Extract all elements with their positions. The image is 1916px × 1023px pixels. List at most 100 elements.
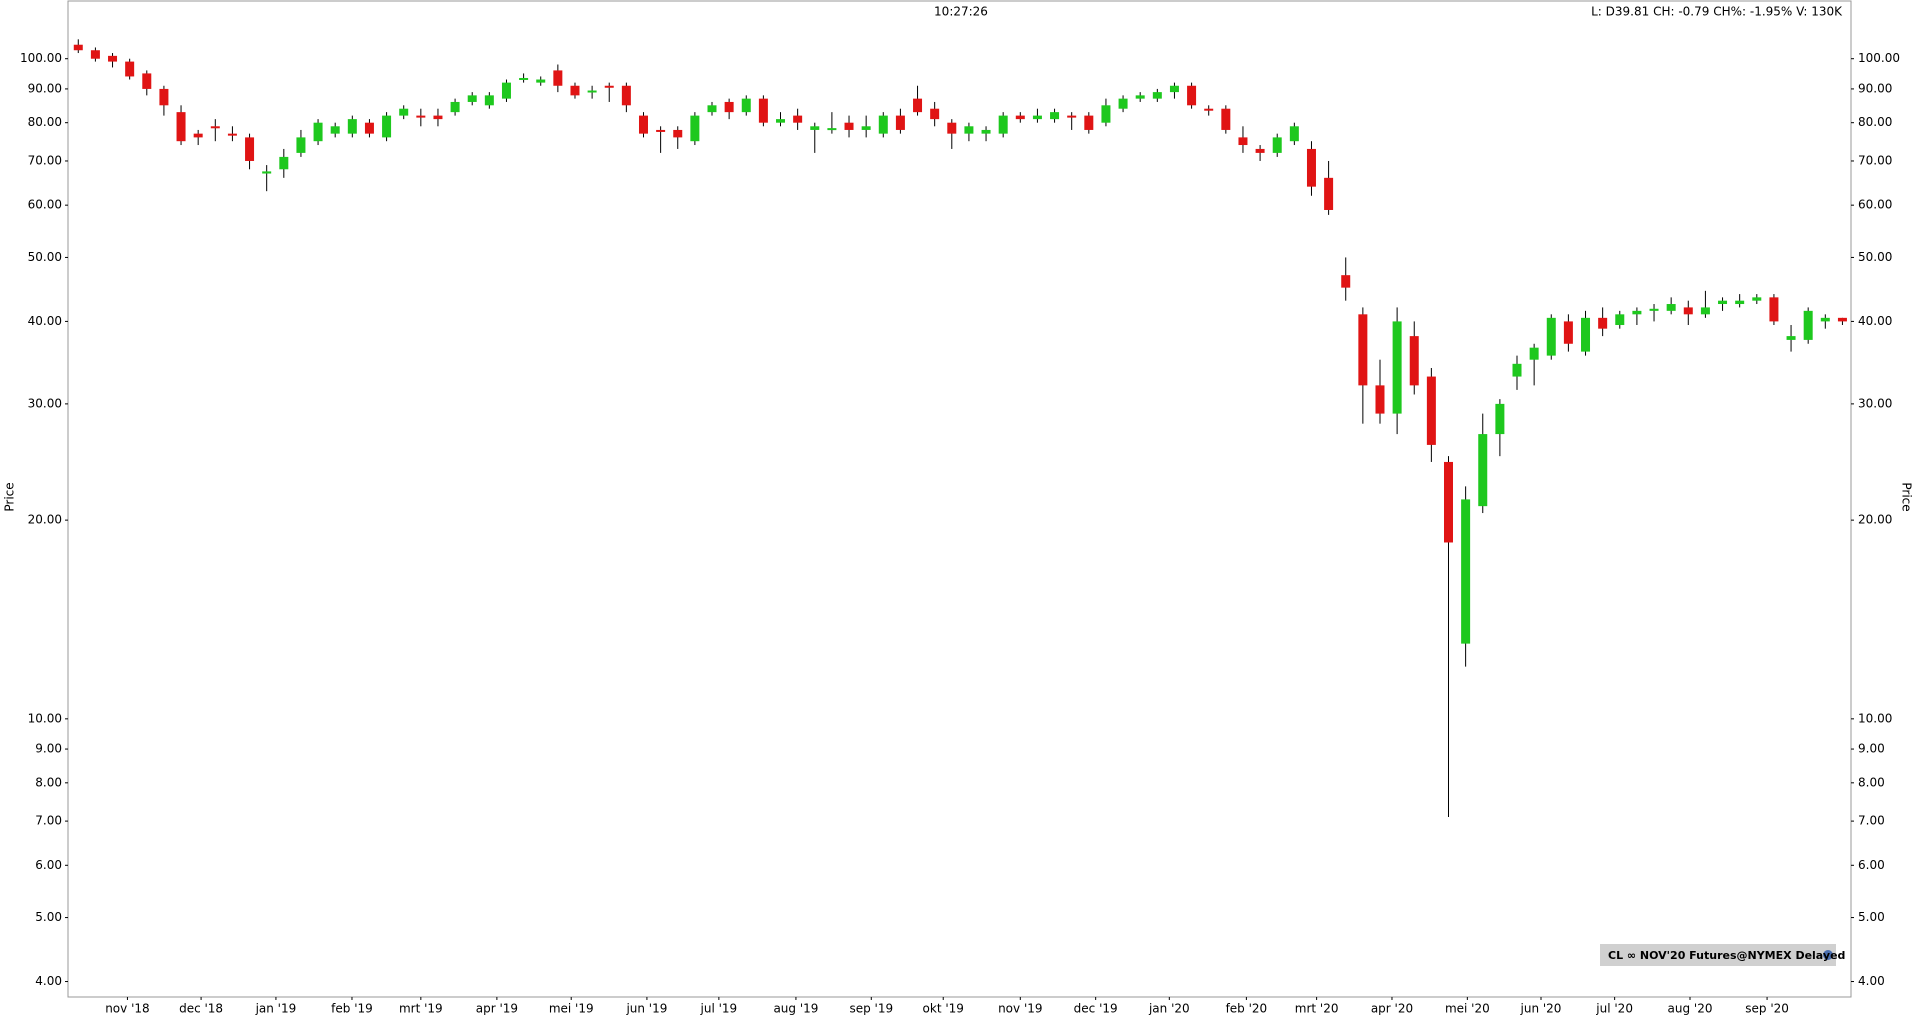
candle-body	[1820, 317, 1830, 322]
y2-tick-label: 20.00	[1858, 513, 1892, 527]
candle-body	[1718, 300, 1728, 305]
y2-axis-title: Price	[1900, 482, 1914, 511]
x-tick-label: mei '20	[1445, 1002, 1490, 1016]
candle-body	[1152, 92, 1162, 99]
candle-body	[1443, 461, 1453, 543]
y-tick-label: 10.00	[28, 711, 62, 725]
x-tick-label: dec '18	[179, 1002, 223, 1016]
candle-body	[1050, 112, 1060, 120]
candle-body	[861, 126, 871, 130]
y-tick-label: 60.00	[28, 198, 62, 212]
candle-body	[467, 95, 477, 102]
x-tick-label: feb '20	[1226, 1002, 1268, 1016]
candle-body	[1238, 137, 1248, 146]
candle-body	[1786, 336, 1796, 340]
candle-body	[433, 115, 443, 120]
y-tick-label: 70.00	[28, 153, 62, 167]
x-tick-label: jul '20	[1595, 1002, 1633, 1016]
candle-body	[810, 126, 820, 130]
candle-body	[1221, 108, 1231, 130]
candle-body	[913, 98, 923, 113]
candle-body	[621, 85, 631, 106]
candle-body	[1683, 307, 1693, 315]
x-tick-label: mrt '20	[1295, 1002, 1339, 1016]
candle-body	[1598, 317, 1608, 329]
y2-tick-label: 60.00	[1858, 198, 1892, 212]
candle-body	[279, 156, 289, 170]
x-tick-label: apr '19	[476, 1002, 518, 1016]
candle-body	[741, 98, 751, 113]
candle-body	[776, 119, 786, 123]
candle-body	[108, 55, 118, 62]
candle-body	[1803, 310, 1813, 340]
candle-body	[1581, 317, 1591, 352]
y-tick-label: 20.00	[28, 513, 62, 527]
candle-body	[536, 79, 546, 83]
candle-body	[245, 137, 255, 161]
y2-tick-label: 30.00	[1858, 396, 1892, 410]
candle-body	[519, 77, 529, 80]
x-tick-label: nov '19	[998, 1002, 1042, 1016]
y2-tick-label: 8.00	[1858, 775, 1885, 789]
x-tick-label: jan '19	[255, 1002, 297, 1016]
y-tick-label: 8.00	[35, 775, 62, 789]
y-tick-label: 5.00	[35, 910, 62, 924]
y2-tick-label: 9.00	[1858, 742, 1885, 756]
candle-body	[1324, 177, 1334, 210]
candle-body	[1084, 115, 1094, 130]
candle-body	[1615, 314, 1625, 326]
y2-tick-label: 10.00	[1858, 711, 1892, 725]
candle-body	[827, 128, 837, 131]
candle-body	[1187, 85, 1197, 106]
candle-body	[176, 112, 186, 142]
y2-tick-label: 70.00	[1858, 153, 1892, 167]
y-tick-label: 7.00	[35, 814, 62, 828]
candle-body	[1632, 310, 1642, 315]
y2-tick-label: 100.00	[1858, 51, 1900, 65]
y2-tick-label: 7.00	[1858, 814, 1885, 828]
candle-body	[1426, 376, 1436, 445]
candle-body	[1289, 126, 1299, 142]
badge-bg	[1600, 944, 1836, 966]
x-tick-label: mrt '19	[399, 1002, 443, 1016]
candle-body	[793, 115, 803, 123]
x-tick-label: mei '19	[549, 1002, 594, 1016]
x-tick-label: nov '18	[105, 1002, 149, 1016]
x-tick-label: jun '20	[1520, 1002, 1562, 1016]
candle-body	[142, 73, 152, 89]
y2-tick-label: 80.00	[1858, 115, 1892, 129]
y2-tick-label: 90.00	[1858, 81, 1892, 95]
x-tick-label: jan '20	[1148, 1002, 1190, 1016]
candle-body	[1478, 434, 1488, 507]
candle-body	[656, 129, 666, 132]
x-tick-label: sep '20	[1745, 1002, 1789, 1016]
candle-body	[90, 50, 100, 59]
y2-tick-label: 5.00	[1858, 910, 1885, 924]
y-tick-label: 100.00	[20, 51, 62, 65]
candle-body	[1272, 137, 1282, 153]
candle-body	[1461, 499, 1471, 644]
candle-body	[1204, 108, 1214, 111]
candle-body	[1649, 308, 1659, 311]
candle-body	[707, 105, 717, 113]
candle-body	[1135, 95, 1145, 99]
candle-body	[1495, 403, 1505, 435]
candle-body	[1563, 321, 1573, 344]
candle-body	[501, 82, 511, 99]
candle-body	[399, 108, 409, 116]
candle-body	[347, 119, 357, 134]
candle-body	[1769, 297, 1779, 322]
candle-body	[964, 126, 974, 134]
candle-body	[1512, 363, 1522, 377]
candle-body	[450, 101, 460, 113]
candle-body	[416, 115, 426, 118]
y-tick-label: 90.00	[28, 81, 62, 95]
clock: 10:27:26	[934, 5, 988, 19]
candle-body	[125, 61, 135, 77]
candle-body	[193, 133, 203, 138]
candle-body	[1700, 307, 1710, 315]
candle-body	[1032, 115, 1042, 120]
x-tick-label: aug '20	[1668, 1002, 1713, 1016]
candle-body	[1306, 148, 1316, 187]
candle-body	[159, 88, 169, 106]
